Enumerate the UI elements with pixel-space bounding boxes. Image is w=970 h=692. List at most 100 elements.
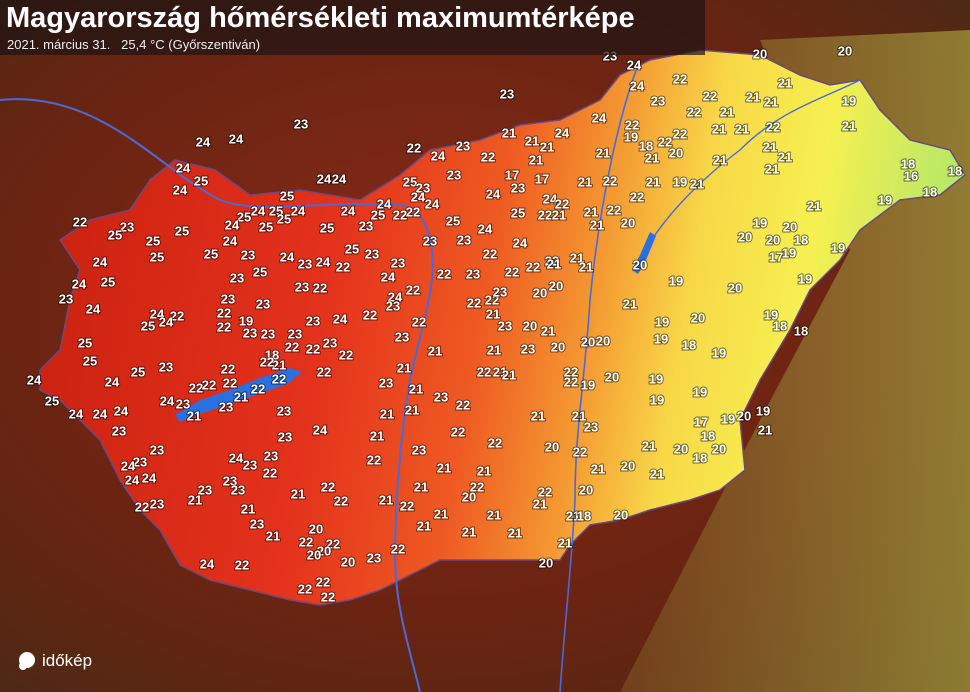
temperature-label: 21 [437, 460, 451, 475]
temperature-label: 20 [462, 489, 476, 504]
temperature-label: 20 [766, 232, 780, 247]
temperature-label: 21 [266, 528, 280, 543]
temperature-label: 24 [543, 191, 558, 206]
temperature-label: 24 [69, 406, 84, 421]
temperature-label: 22 [603, 173, 617, 188]
subtitle: 2021. március 31. 25,4 °C (Győrszentiván… [7, 37, 261, 52]
temperature-label: 23 [120, 219, 134, 234]
temperature-label: 20 [691, 310, 705, 325]
temperature-label: 22 [407, 140, 421, 155]
temperature-label: 22 [545, 253, 559, 268]
temperature-label: 23 [359, 218, 373, 233]
temperature-label: 18 [901, 156, 915, 171]
temperature-label: 22 [687, 104, 701, 119]
temperature-label: 25 [108, 227, 122, 242]
temperature-label: 24 [225, 217, 240, 232]
temperature-label: 22 [451, 424, 465, 439]
temperature-label: 22 [630, 189, 644, 204]
temperature-label: 25 [320, 220, 334, 235]
temperature-label: 22 [223, 375, 237, 390]
temperature-label: 19 [878, 192, 892, 207]
temperature-label: 22 [135, 499, 149, 514]
temperature-label: 23 [493, 284, 507, 299]
temperature-label: 22 [555, 196, 569, 211]
temperature-label: 24 [229, 450, 244, 465]
temperature-label: 25 [175, 223, 189, 238]
temperature-label: 20 [581, 334, 595, 349]
temperature-label: 21 [764, 94, 778, 109]
temperature-label: 23 [365, 246, 379, 261]
temperature-label: 24 [72, 276, 87, 291]
temperature-label: 19 [655, 314, 669, 329]
temperature-label: 20 [838, 43, 852, 58]
temperature-label: 21 [502, 125, 516, 140]
temperature-label: 24 [114, 403, 129, 418]
temperature-label: 22 [412, 314, 426, 329]
temperature-label: 19 [764, 307, 778, 322]
temperature-label: 18 [639, 138, 653, 153]
temperature-label: 20 [579, 482, 593, 497]
temperature-label: 23 [412, 442, 426, 457]
temperature-label: 24 [93, 254, 108, 269]
temperature-label: 21 [763, 139, 777, 154]
temperature-label: 18 [773, 318, 787, 333]
temperature-label: 20 [633, 257, 647, 272]
temperature-label: 23 [391, 255, 405, 270]
temperature-label: 21 [566, 508, 580, 523]
temperature-label: 25 [78, 335, 92, 350]
temperature-label: 22 [658, 134, 672, 149]
temperature-label: 23 [395, 329, 409, 344]
temperature-label: 25 [131, 364, 145, 379]
temperature-label: 20 [621, 215, 635, 230]
temperature-label: 25 [277, 211, 291, 226]
temperature-label: 21 [234, 389, 248, 404]
temperature-label: 22 [217, 305, 231, 320]
temperature-label: 23 [133, 454, 147, 469]
temperature-label: 24 [291, 203, 306, 218]
temperature-label: 22 [481, 149, 495, 164]
temperature-label: 22 [339, 347, 353, 362]
temperature-label: 22 [316, 574, 330, 589]
temperature-label: 22 [470, 479, 484, 494]
temperature-label: 22 [336, 259, 350, 274]
temperature-label: 20 [669, 145, 683, 160]
temperature-label: 18 [794, 232, 808, 247]
temperature-label: 22 [564, 374, 578, 389]
temperature-label: 19 [581, 377, 595, 392]
temperature-label: 22 [73, 214, 87, 229]
temperature-label: 24 [27, 372, 42, 387]
temperature-label: 21 [405, 402, 419, 417]
temperature-label: 21 [596, 145, 610, 160]
temperature-label: 25 [371, 207, 385, 222]
temperature-label: 21 [508, 525, 522, 540]
temperature-label: 24 [142, 470, 157, 485]
temperature-label: 21 [428, 343, 442, 358]
temperature-label: 22 [703, 88, 717, 103]
temperature-label: 21 [558, 535, 572, 550]
temperature-label: 24 [388, 289, 403, 304]
temperature-label: 23 [367, 550, 381, 565]
temperature-label: 17 [694, 414, 708, 429]
temperature-label: 21 [493, 364, 507, 379]
temperature-label: 19 [712, 345, 726, 360]
temperature-label: 21 [807, 198, 821, 213]
temperature-label: 23 [176, 396, 190, 411]
temperature-label: 22 [306, 341, 320, 356]
temperature-label: 23 [223, 473, 237, 488]
temperature-label: 20 [317, 543, 331, 558]
temperature-label: 21 [579, 259, 593, 274]
temperature-label: 20 [753, 46, 767, 61]
temperature-label: 19 [842, 93, 856, 108]
temperature-label: 21 [646, 174, 660, 189]
tisza [559, 59, 641, 692]
temperature-label: 20 [309, 521, 323, 536]
temperature-label: 19 [649, 371, 663, 386]
temperature-label: 21 [434, 506, 448, 521]
temperature-label: 21 [623, 296, 637, 311]
temperature-label: 23 [150, 442, 164, 457]
temperature-label: 21 [417, 518, 431, 533]
temperature-label: 20 [605, 369, 619, 384]
temperature-label: 18 [794, 323, 808, 338]
temperature-label: 21 [397, 360, 411, 375]
temperature-label: 21 [690, 176, 704, 191]
